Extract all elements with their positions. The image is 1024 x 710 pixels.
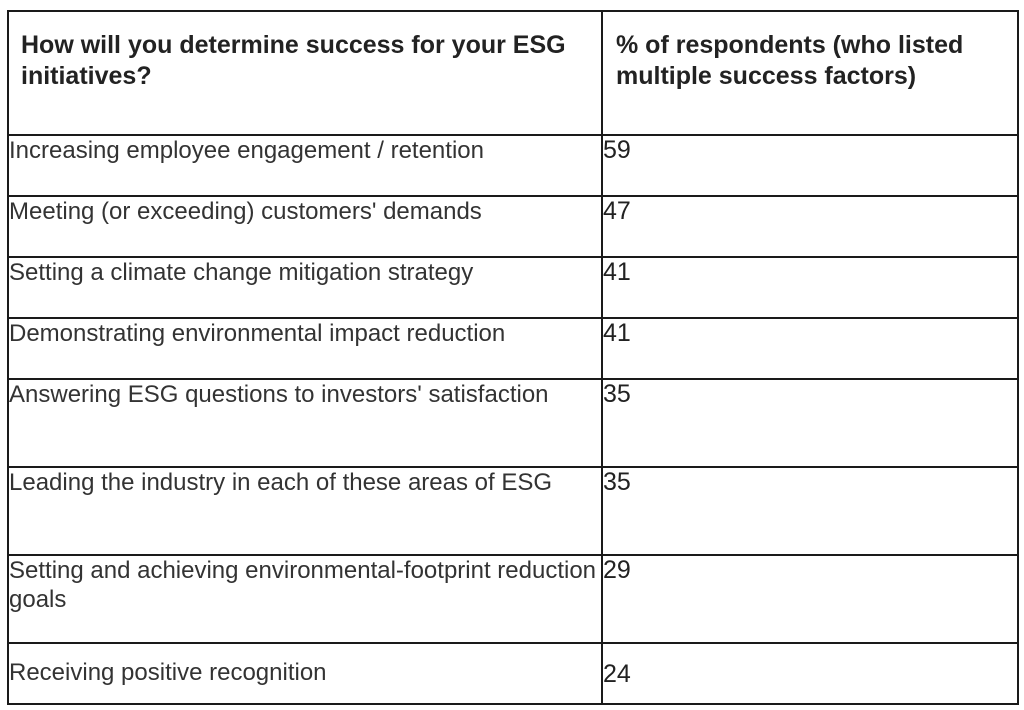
column-header-percent: % of respondents (who listed multiple su…	[601, 10, 1019, 136]
factor-cell: Leading the industry in each of these ar…	[7, 466, 603, 556]
factor-cell: Setting a climate change mitigation stra…	[7, 256, 603, 319]
table-row: Increasing employee engagement / retenti…	[7, 134, 1019, 197]
table-row: Meeting (or exceeding) customers' demand…	[7, 195, 1019, 258]
factor-cell: Meeting (or exceeding) customers' demand…	[7, 195, 603, 258]
factor-cell: Answering ESG questions to investors' sa…	[7, 378, 603, 468]
percent-cell: 29	[601, 554, 1019, 644]
percent-cell: 24	[601, 642, 1019, 705]
factor-cell: Setting and achieving environmental-foot…	[7, 554, 603, 644]
percent-cell: 35	[601, 466, 1019, 556]
percent-cell: 59	[601, 134, 1019, 197]
table-row: Setting a climate change mitigation stra…	[7, 256, 1019, 319]
percent-cell: 47	[601, 195, 1019, 258]
factor-cell: Increasing employee engagement / retenti…	[7, 134, 603, 197]
percent-cell: 41	[601, 256, 1019, 319]
table-row: Receiving positive recognition 24	[7, 642, 1019, 705]
table-row: Leading the industry in each of these ar…	[7, 466, 1019, 556]
percent-cell: 35	[601, 378, 1019, 468]
table-header-row: How will you determine success for your …	[7, 10, 1019, 136]
column-header-factor: How will you determine success for your …	[7, 10, 603, 136]
table-row: Answering ESG questions to investors' sa…	[7, 378, 1019, 468]
table-row: Demonstrating environmental impact reduc…	[7, 317, 1019, 380]
table-row: Setting and achieving environmental-foot…	[7, 554, 1019, 644]
factor-cell: Receiving positive recognition	[7, 642, 603, 705]
esg-success-table: How will you determine success for your …	[7, 10, 1019, 705]
percent-cell: 41	[601, 317, 1019, 380]
factor-cell: Demonstrating environmental impact reduc…	[7, 317, 603, 380]
